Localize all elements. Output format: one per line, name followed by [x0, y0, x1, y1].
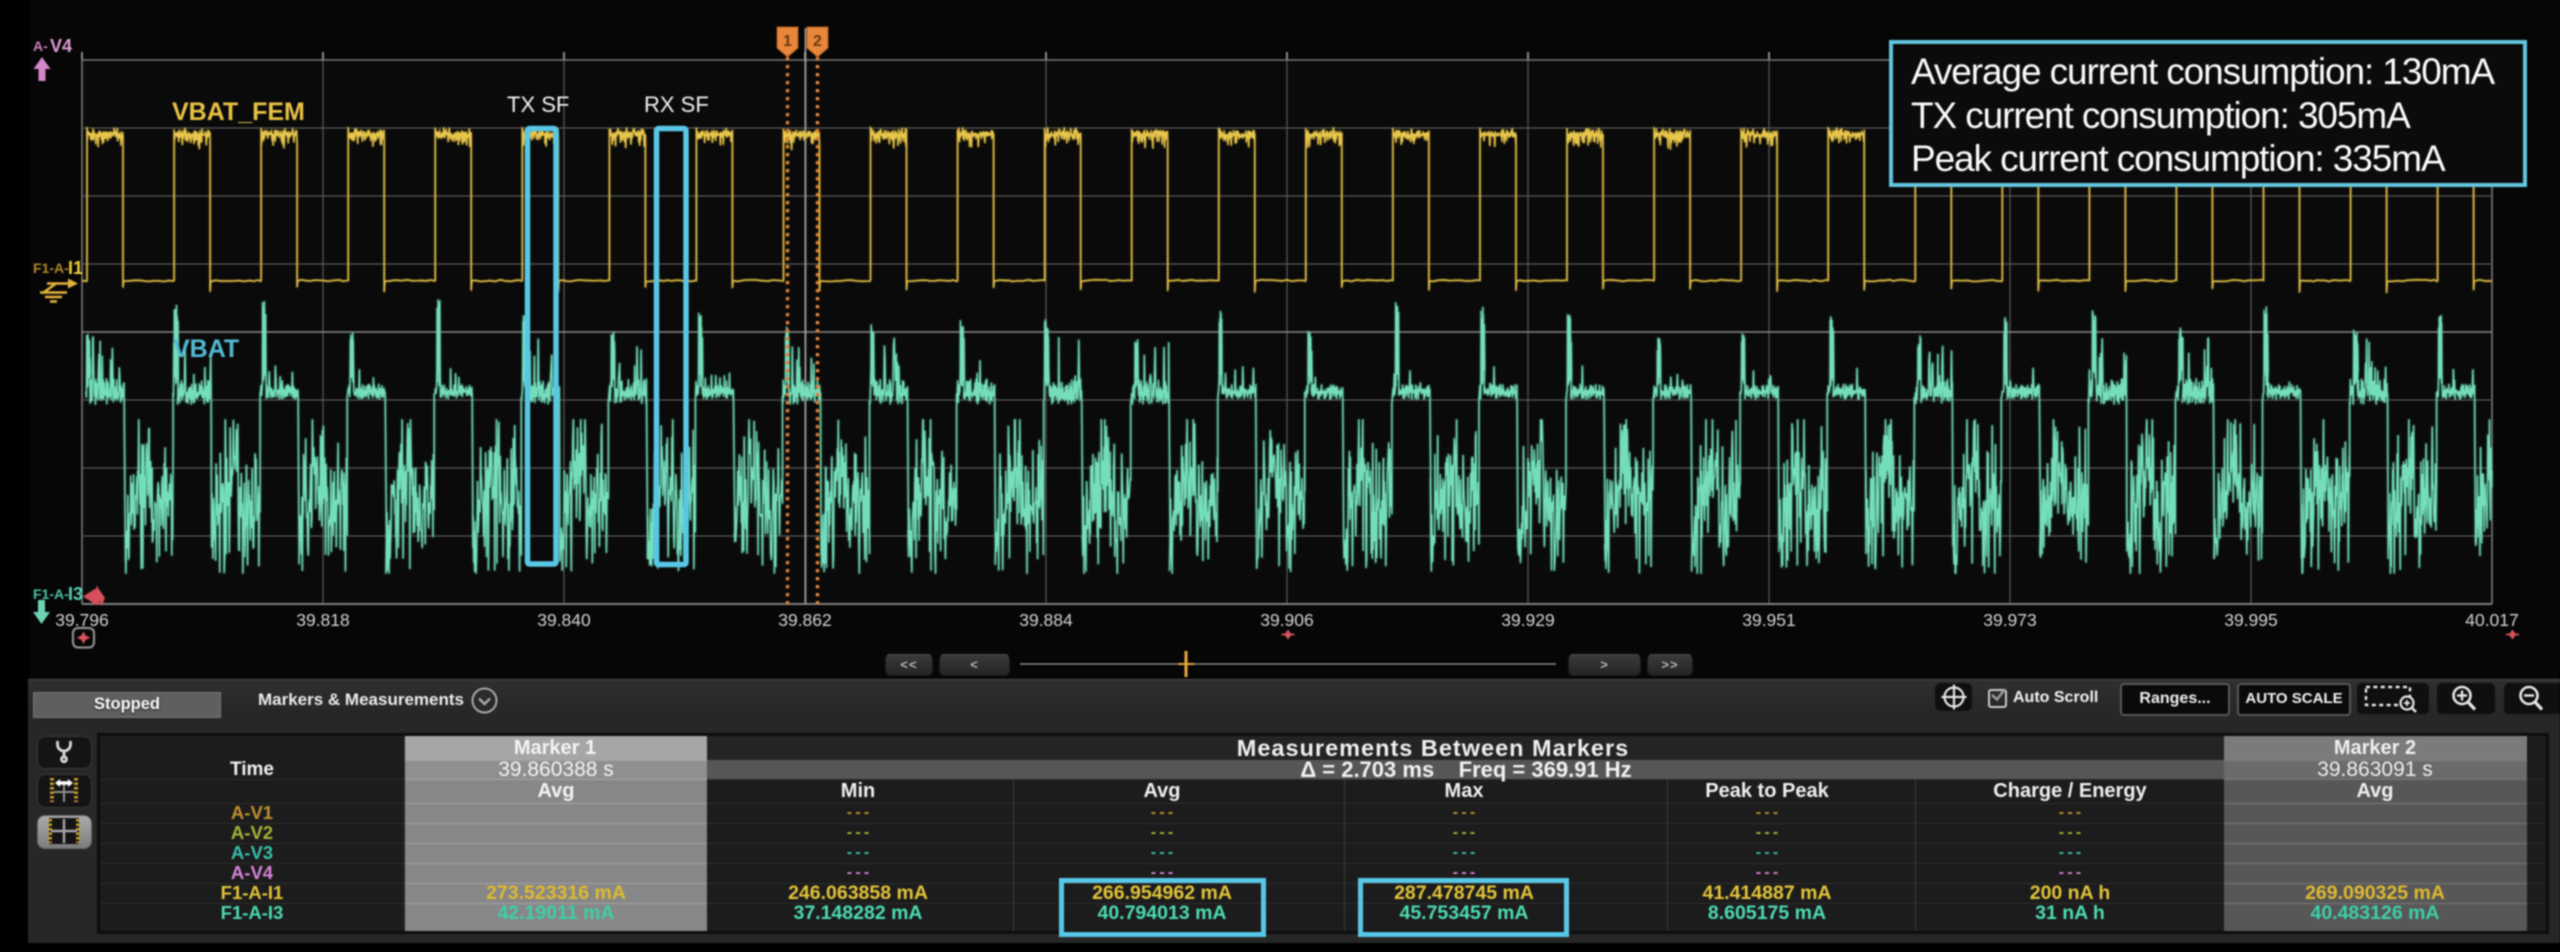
- svg-text:2: 2: [813, 33, 822, 50]
- svg-text:39.906: 39.906: [1260, 610, 1314, 630]
- svg-text:39.818: 39.818: [296, 610, 350, 630]
- svg-text:40.017: 40.017: [2465, 610, 2519, 630]
- svg-text:F1-A-: F1-A-: [33, 260, 69, 276]
- svg-text:39.884: 39.884: [1019, 610, 1073, 630]
- svg-text:39.995: 39.995: [2224, 610, 2278, 630]
- svg-text:VBAT_FEM: VBAT_FEM: [172, 98, 305, 126]
- svg-text:V4: V4: [50, 36, 72, 56]
- svg-text:39.973: 39.973: [1983, 610, 2037, 630]
- svg-text:39.840: 39.840: [537, 610, 591, 630]
- svg-text:I3: I3: [68, 584, 83, 604]
- svg-text:39.951: 39.951: [1742, 610, 1796, 630]
- svg-text:39.862: 39.862: [778, 610, 832, 630]
- svg-text:I1: I1: [68, 258, 83, 278]
- svg-text:39.796: 39.796: [55, 610, 109, 630]
- svg-text:TX SF: TX SF: [507, 92, 569, 117]
- svg-text:A-: A-: [33, 38, 48, 54]
- svg-text:VBAT: VBAT: [173, 335, 239, 363]
- svg-text:39.929: 39.929: [1501, 610, 1555, 630]
- svg-text:1: 1: [783, 33, 792, 50]
- svg-text:RX SF: RX SF: [644, 92, 709, 117]
- svg-text:F1-A-: F1-A-: [33, 586, 69, 602]
